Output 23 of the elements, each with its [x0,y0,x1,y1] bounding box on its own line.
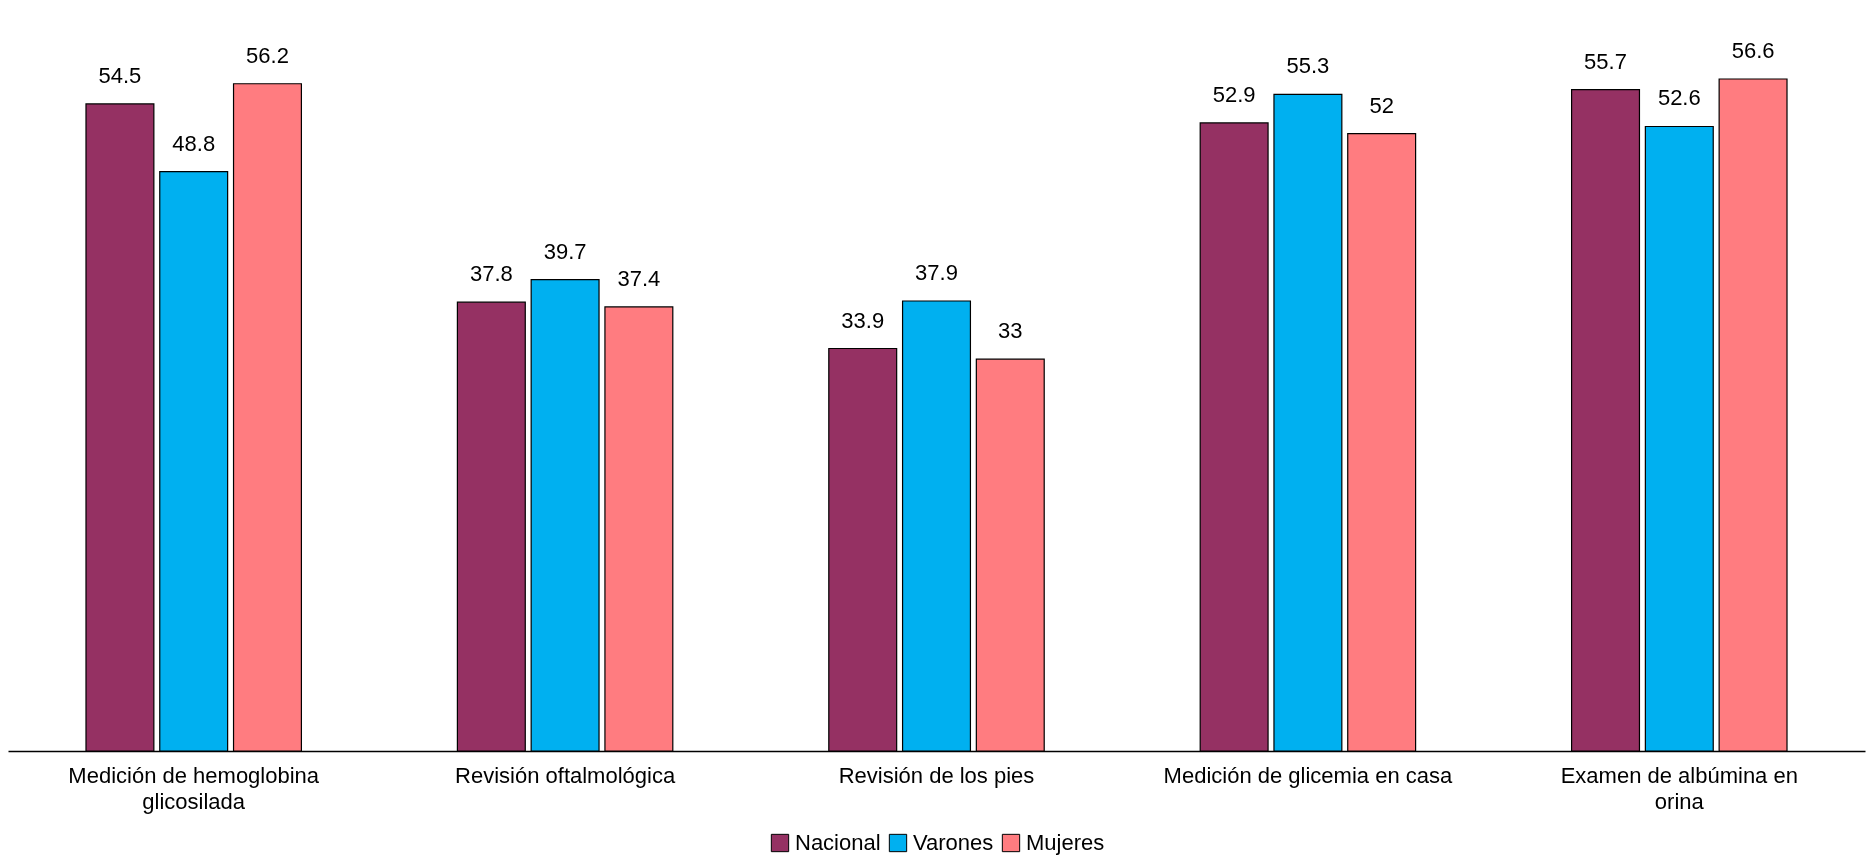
data-label: 55.7 [1584,48,1627,74]
x-tick-label: Examen de albúmina en orina [1560,762,1798,814]
data-label: 55.3 [1286,53,1330,79]
data-label: 37.8 [469,261,513,287]
data-label: 52 [1369,92,1394,118]
data-label: 48.8 [172,130,216,156]
data-label: 56.6 [1731,38,1775,63]
data-label: 37.9 [915,260,958,286]
x-tick-label: Medición de glicemia en casa [1163,762,1453,788]
data-label: 56.2 [246,42,289,68]
x-tick-label: Medición de hemoglobina glicosilada [68,762,320,814]
data-label: 37.4 [617,265,661,291]
legend-label: Nacional [795,830,881,855]
legend-label: Mujeres [1026,830,1105,855]
x-tick-label: Revisión oftalmológica [455,762,676,788]
data-label: 33.9 [841,307,885,333]
data-label: 33 [998,318,1023,344]
data-label: 52.6 [1657,85,1701,111]
data-label: 54.5 [98,62,142,88]
data-label: 52.9 [1212,81,1256,107]
data-label: 39.7 [543,238,587,264]
x-tick-label: Revisión de los pies [838,762,1035,788]
legend-label: Varones [913,830,994,855]
